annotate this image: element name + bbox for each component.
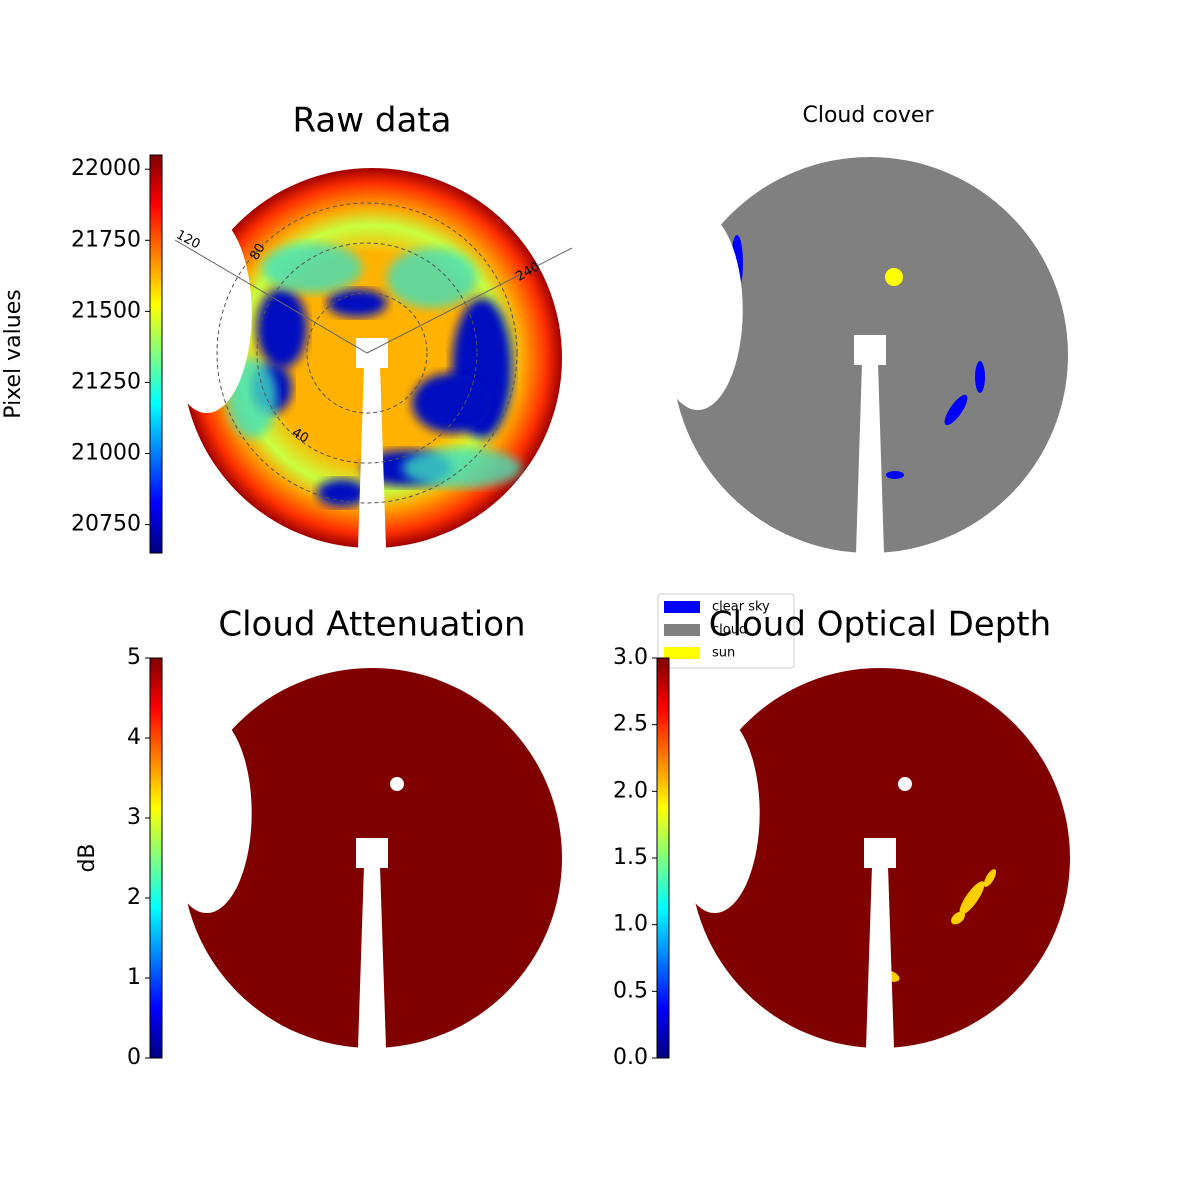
blob: [975, 361, 985, 393]
blob: [983, 869, 997, 887]
sky-image: [182, 168, 562, 548]
colorbar: [149, 657, 163, 1059]
blob: [886, 471, 904, 479]
blob: [951, 911, 965, 925]
blob: [262, 243, 362, 293]
colorbar-tick-label: 0: [127, 1045, 141, 1070]
colorbar-tick-label: 2: [127, 885, 141, 910]
blob: [227, 358, 277, 438]
colorbar-tick-label: 22000: [71, 156, 141, 181]
pole-head: [356, 838, 388, 868]
colorbar-tick-label: 21250: [71, 369, 141, 394]
pole: [358, 366, 386, 548]
legend-swatch: [664, 647, 700, 659]
colorbar-tick-label: 20750: [71, 512, 141, 537]
pole-head: [864, 838, 896, 868]
blob: [387, 248, 477, 308]
colorbar-tick-label: 21000: [71, 441, 141, 466]
sky-image: [182, 668, 562, 1048]
sky-image: [690, 668, 1070, 1048]
colorbar: [149, 154, 163, 554]
colorbar-tick-label: 1.5: [613, 845, 648, 870]
colorbar-label: dB: [75, 843, 100, 872]
colorbar-tick-label: 3: [127, 805, 141, 830]
pole-head: [854, 335, 886, 365]
colorbar-tick-label: 4: [127, 725, 141, 750]
colorbar: [656, 657, 670, 1059]
colorbar-label: Pixel values: [1, 289, 26, 418]
panel-title: Cloud Optical Depth: [709, 605, 1051, 645]
polar-grid: [256, 242, 478, 464]
panel-title: Raw data: [293, 101, 452, 141]
panel-title: Cloud cover: [803, 103, 935, 128]
blob: [959, 881, 985, 915]
colorbar-tick-label: 2.5: [613, 712, 648, 737]
pole: [866, 866, 894, 1048]
blob: [317, 479, 367, 507]
sky-image: [672, 157, 1068, 553]
colorbar-tick-label: 1.0: [613, 912, 648, 937]
colorbar-tick-label: 3.0: [613, 645, 648, 670]
sun-hole: [390, 777, 404, 791]
blob: [402, 448, 522, 488]
polar-spoke: [174, 239, 573, 354]
blob: [412, 373, 492, 433]
polar-label: 80: [247, 241, 268, 263]
colorbar-tick-label: 2.0: [613, 778, 648, 803]
colorbar-tick-label: 21750: [71, 227, 141, 252]
polar-grid: [306, 292, 428, 414]
legend-label: clear sky: [712, 600, 770, 615]
legend-swatch: [664, 601, 700, 613]
sun: [885, 268, 903, 286]
pole: [358, 866, 386, 1048]
sun-hole: [898, 777, 912, 791]
colorbar-tick-label: 21500: [71, 298, 141, 323]
pole: [856, 363, 884, 553]
pole-head: [356, 338, 388, 368]
legend-label: cloud: [712, 623, 747, 638]
legend-label: sun: [712, 646, 735, 661]
colorbar-tick-label: 0.0: [613, 1045, 648, 1070]
blob: [327, 289, 387, 317]
colorbar-tick-label: 0.5: [613, 978, 648, 1003]
colorbar-tick-label: 5: [127, 645, 141, 670]
polar-label: 40: [289, 425, 311, 446]
legend-swatch: [664, 624, 700, 636]
panel-title: Cloud Attenuation: [218, 605, 525, 645]
blob: [257, 288, 307, 368]
polar-grid: [216, 202, 518, 504]
blob: [944, 394, 968, 426]
blob: [731, 235, 743, 291]
colorbar-tick-label: 1: [127, 965, 141, 990]
